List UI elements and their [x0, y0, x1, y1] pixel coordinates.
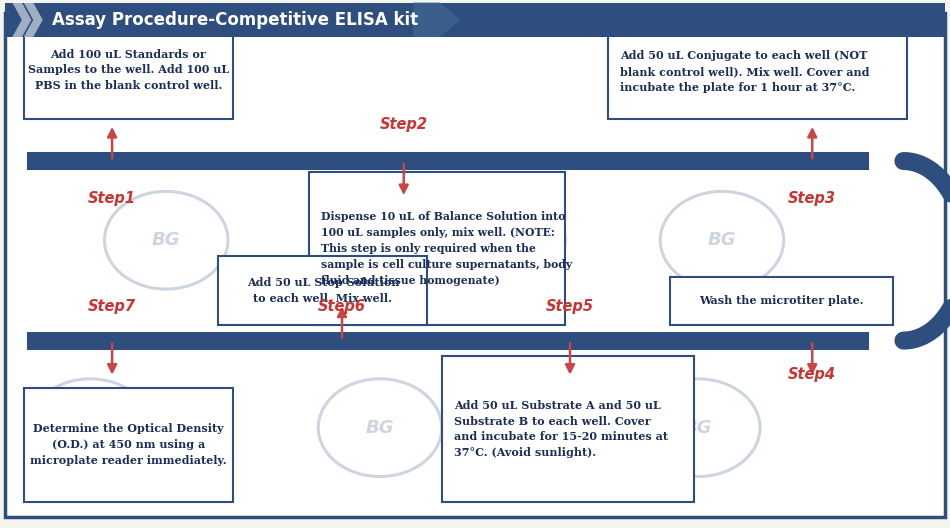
Text: Dispense 10 uL of Balance Solution into
100 uL samples only, mix well. (NOTE:
Th: Dispense 10 uL of Balance Solution into …: [321, 211, 572, 286]
Text: Add 50 uL Stop Solution
to each well. Mix well.: Add 50 uL Stop Solution to each well. Mi…: [247, 277, 399, 304]
Text: BG: BG: [684, 419, 712, 437]
Text: Step2: Step2: [380, 117, 428, 131]
Text: Assay Procedure-Competitive ELISA kit: Assay Procedure-Competitive ELISA kit: [52, 11, 418, 29]
Text: Step1: Step1: [88, 191, 136, 205]
Text: Step5: Step5: [546, 299, 594, 314]
Text: BG: BG: [366, 419, 394, 437]
FancyBboxPatch shape: [442, 356, 694, 502]
FancyBboxPatch shape: [24, 388, 233, 502]
Polygon shape: [413, 3, 461, 37]
FancyBboxPatch shape: [309, 172, 565, 325]
FancyBboxPatch shape: [218, 256, 428, 325]
FancyBboxPatch shape: [608, 24, 907, 119]
Text: Step3: Step3: [788, 191, 836, 205]
Text: Step6: Step6: [318, 299, 366, 314]
Text: Step4: Step4: [788, 367, 836, 382]
Text: Add 50 uL Substrate A and 50 uL
Substrate B to each well. Cover
and incubate for: Add 50 uL Substrate A and 50 uL Substrat…: [454, 400, 668, 458]
Text: Add 100 uL Standards or
Samples to the well. Add 100 uL
PBS in the blank control: Add 100 uL Standards or Samples to the w…: [28, 49, 229, 91]
Text: Step7: Step7: [88, 299, 136, 314]
Polygon shape: [12, 3, 31, 37]
FancyBboxPatch shape: [5, 13, 945, 517]
Polygon shape: [24, 3, 43, 37]
Text: BG: BG: [152, 231, 180, 249]
FancyBboxPatch shape: [5, 3, 945, 37]
Text: Wash the microtiter plate.: Wash the microtiter plate.: [699, 296, 864, 306]
Text: BG: BG: [76, 419, 104, 437]
FancyBboxPatch shape: [24, 21, 233, 119]
Text: Determine the Optical Density
(O.D.) at 450 nm using a
microplate reader immedia: Determine the Optical Density (O.D.) at …: [30, 423, 226, 466]
Text: Add 50 uL Conjugate to each well (NOT
blank control well). Mix well. Cover and
i: Add 50 uL Conjugate to each well (NOT bl…: [620, 50, 870, 93]
FancyBboxPatch shape: [670, 277, 893, 325]
Text: BG: BG: [489, 231, 518, 249]
Text: BG: BG: [708, 231, 736, 249]
